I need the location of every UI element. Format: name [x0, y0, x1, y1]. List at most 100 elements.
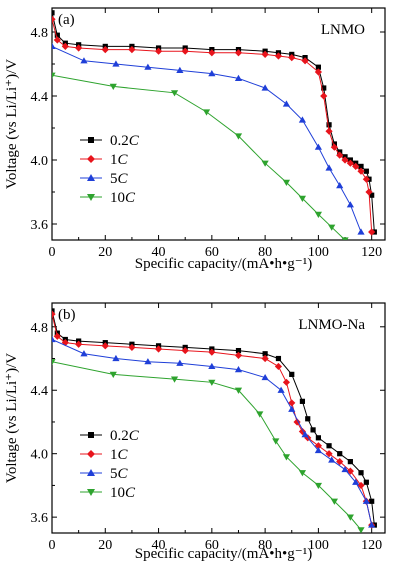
data-point	[170, 90, 179, 97]
data-point	[261, 354, 269, 363]
data-point	[298, 470, 307, 477]
y-tick-label: 3.6	[31, 511, 49, 526]
legend: 0.2C 1C 5C 10C	[80, 133, 140, 206]
data-point	[101, 342, 109, 350]
data-point	[305, 416, 311, 422]
data-point	[346, 467, 354, 475]
data-point	[365, 188, 373, 196]
data-point	[282, 100, 291, 107]
y-tick-label: 4.4	[31, 384, 49, 399]
data-point	[52, 42, 56, 49]
data-point	[234, 74, 243, 81]
data-point	[298, 195, 307, 202]
data-point	[357, 228, 365, 235]
data-point	[261, 373, 269, 381]
data-point	[234, 133, 243, 140]
x-tick-label: 20	[98, 538, 112, 553]
data-point	[288, 405, 296, 412]
legend-label: 1C	[110, 152, 129, 168]
data-point	[330, 498, 338, 505]
chart-panel-2: 0 20 40 60 80 100 120 3.6 4.0 4.4 4.8 Specific capa…	[4, 302, 386, 562]
data-point	[315, 435, 321, 441]
y-tick-label: 3.6	[31, 218, 49, 233]
x-tick-label: 120	[361, 245, 382, 260]
data-point	[328, 456, 336, 463]
data-point	[337, 451, 343, 457]
data-point	[346, 201, 354, 208]
data-point	[80, 57, 88, 64]
data-point	[325, 127, 333, 135]
data-point	[112, 354, 120, 362]
series-line	[52, 45, 362, 233]
data-point	[282, 454, 291, 461]
data-point	[326, 443, 332, 449]
data-point	[282, 179, 291, 186]
legend-marker	[87, 194, 95, 201]
data-point	[54, 32, 60, 38]
data-point	[314, 68, 322, 76]
y-tick-label: 4.8	[31, 26, 49, 41]
data-point	[328, 224, 336, 231]
legend-label: 0.2C	[110, 133, 140, 149]
chart-panel-1: 0 20 40 60 80 100 120 3.6 4.0 4.4 4.8 Specific capa…	[4, 7, 386, 272]
data-point	[369, 192, 375, 198]
series-line	[52, 313, 373, 526]
legend-marker	[88, 137, 94, 143]
data-point	[261, 50, 269, 58]
data-point	[61, 42, 69, 50]
data-point	[320, 92, 328, 100]
series-1c	[52, 15, 376, 236]
x-tick-label: 0	[49, 245, 56, 260]
x-tick-label: 80	[258, 538, 272, 553]
data-point	[208, 379, 216, 386]
legend-label: 1C	[110, 447, 129, 463]
y-tick-label: 4.0	[31, 448, 49, 463]
legend-marker	[88, 432, 94, 438]
data-point	[362, 497, 370, 504]
data-point	[274, 362, 283, 371]
legend: 0.2C 1C 5C 10C	[80, 428, 140, 501]
data-point	[112, 60, 120, 67]
data-point	[352, 162, 360, 170]
data-point	[352, 478, 360, 485]
data-point	[234, 351, 243, 359]
data-point	[75, 44, 83, 52]
data-point	[357, 167, 365, 175]
data-point	[275, 355, 282, 362]
panel-label: (b)	[58, 307, 76, 323]
series-1c	[52, 310, 376, 529]
data-point	[358, 470, 364, 476]
legend-label: 5C	[110, 171, 129, 187]
data-point	[336, 458, 344, 466]
data-point	[53, 332, 61, 340]
legend-label: 0.2C	[110, 428, 140, 444]
data-point	[128, 46, 136, 54]
data-point	[272, 438, 280, 445]
data-point	[181, 47, 189, 55]
data-point	[170, 376, 179, 383]
legend-marker	[87, 450, 95, 458]
data-point	[277, 386, 285, 393]
data-point	[109, 83, 117, 90]
data-point	[346, 159, 354, 167]
data-point	[310, 427, 316, 433]
x-tick-label: 40	[152, 245, 166, 260]
data-point	[357, 481, 365, 490]
x-tick-label: 20	[98, 245, 112, 260]
x-tick-label: 60	[205, 245, 219, 260]
data-point	[261, 160, 269, 167]
data-point	[128, 343, 136, 352]
data-point	[181, 346, 189, 355]
data-point	[298, 427, 307, 436]
data-point	[282, 378, 291, 386]
data-point	[358, 163, 364, 169]
data-point	[363, 479, 369, 485]
data-point	[347, 459, 353, 465]
data-point	[52, 15, 56, 23]
y-tick-label: 4.4	[31, 90, 49, 105]
data-point	[369, 498, 375, 504]
data-point	[154, 345, 163, 353]
legend-marker	[87, 155, 95, 163]
data-point	[368, 228, 376, 236]
